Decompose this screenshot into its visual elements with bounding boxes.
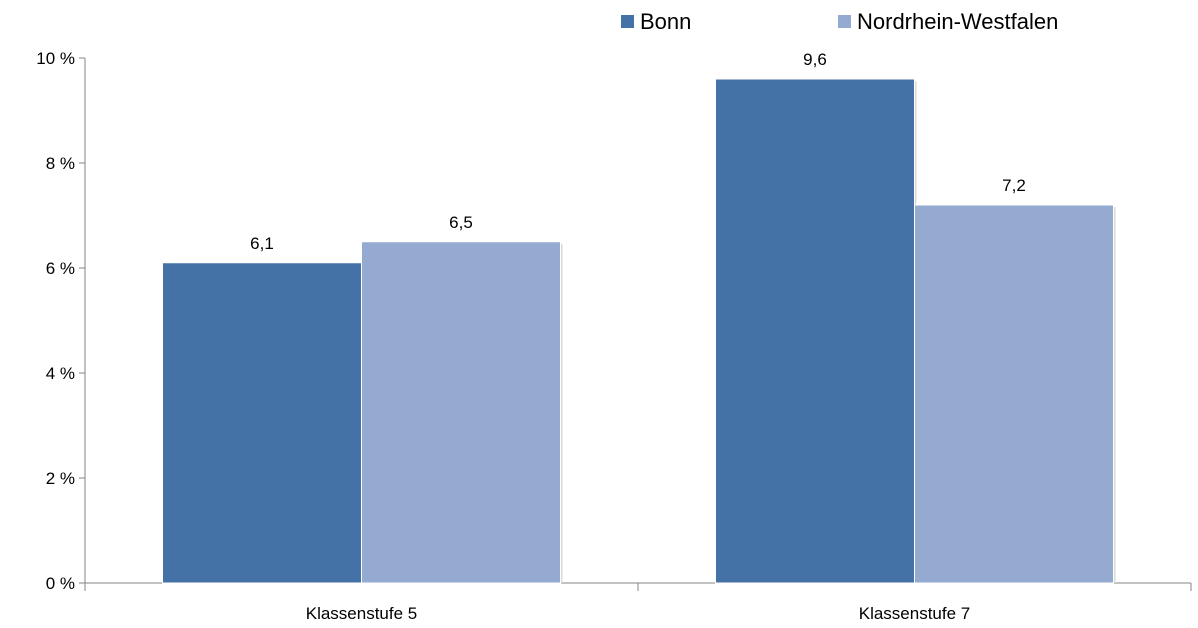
legend-label: Nordrhein-Westfalen: [857, 9, 1058, 34]
y-tick-label: 0 %: [46, 574, 75, 593]
legend-swatch: [621, 15, 634, 28]
y-tick-label: 10 %: [36, 49, 75, 68]
x-axis: Klassenstufe 5 Klassenstufe 7: [84, 582, 1192, 623]
x-category-label: Klassenstufe 5: [306, 604, 418, 623]
y-tick-label: 2 %: [46, 469, 75, 488]
x-category-label: Klassenstufe 7: [859, 604, 971, 623]
bar-nordrhein-westfalen: [914, 204, 1114, 584]
data-label: 7,2: [1002, 176, 1026, 195]
data-label: 9,6: [803, 50, 827, 69]
data-label: 6,5: [449, 213, 473, 232]
y-tick-label: 4 %: [46, 364, 75, 383]
bar-bonn: [162, 262, 362, 584]
y-tick-label: 6 %: [46, 259, 75, 278]
legend-label: Bonn: [640, 9, 691, 34]
legend-swatch: [838, 15, 851, 28]
y-axis: 0 % 2 % 4 % 6 % 8 % 10 %: [36, 49, 86, 593]
bars: 6,1 6,5 9,6 7,2: [162, 50, 1116, 584]
bar-nordrhein-westfalen: [361, 241, 561, 584]
y-tick-label: 8 %: [46, 154, 75, 173]
legend: Bonn Nordrhein-Westfalen: [621, 9, 1058, 34]
data-label: 6,1: [250, 234, 274, 253]
bar-bonn: [715, 78, 915, 584]
